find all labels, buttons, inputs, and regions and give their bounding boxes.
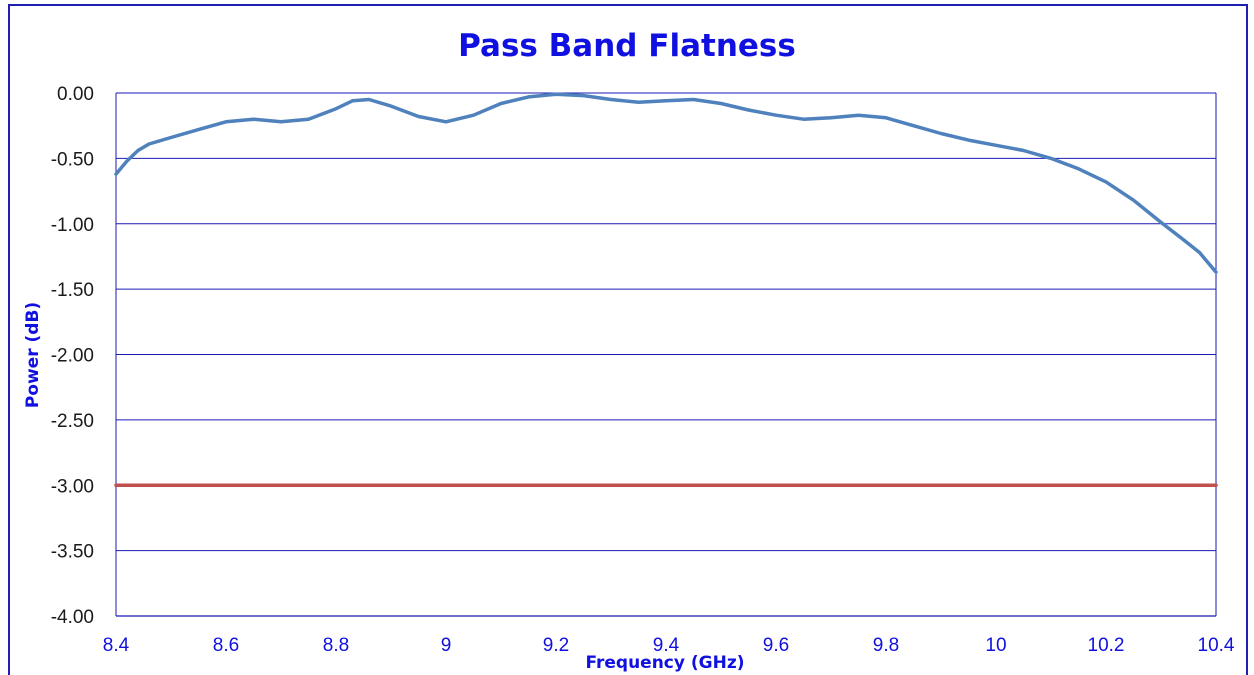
series-layer bbox=[114, 92, 1218, 488]
y-tick-label: -0.50 bbox=[51, 149, 94, 170]
grid-lines bbox=[116, 92, 1216, 552]
x-tick-label: 9.6 bbox=[763, 635, 789, 656]
y-tick-label: -3.00 bbox=[51, 476, 94, 497]
chart-frame bbox=[8, 4, 1248, 675]
y-tick-label: -3.50 bbox=[51, 542, 94, 563]
x-tick-label: 9 bbox=[441, 635, 452, 656]
x-tick-label: 9.4 bbox=[653, 635, 680, 656]
x-tick-label: 10 bbox=[985, 635, 1006, 656]
y-tick-label: -2.00 bbox=[51, 346, 94, 367]
x-tick-label: 10.4 bbox=[1198, 635, 1235, 656]
x-tick-label: 8.8 bbox=[323, 635, 349, 656]
y-tick-label: -1.50 bbox=[51, 280, 94, 301]
axes bbox=[115, 93, 1217, 617]
tick-labels: 0.00 -0.50 -1.00 -1.50 -2.00 -2.50 -3.00 -3.50 -… bbox=[51, 84, 1235, 656]
series-line-power bbox=[114, 92, 1218, 274]
chart-title: Pass Band Flatness bbox=[458, 28, 796, 64]
y-tick-label: -1.00 bbox=[51, 215, 94, 236]
y-axis-title: Power (dB) bbox=[23, 302, 43, 408]
y-tick-label: -2.50 bbox=[51, 411, 94, 432]
x-tick-label: 9.2 bbox=[543, 635, 569, 656]
y-tick-label: -4.00 bbox=[51, 607, 94, 628]
y-tick-label: 0.00 bbox=[57, 84, 94, 105]
x-tick-label: 9.8 bbox=[873, 635, 899, 656]
x-tick-label: 8.4 bbox=[103, 635, 130, 656]
x-tick-label: 8.6 bbox=[213, 635, 239, 656]
x-axis-title: Frequency (GHz) bbox=[585, 653, 744, 673]
x-tick-label: 10.2 bbox=[1088, 635, 1125, 656]
